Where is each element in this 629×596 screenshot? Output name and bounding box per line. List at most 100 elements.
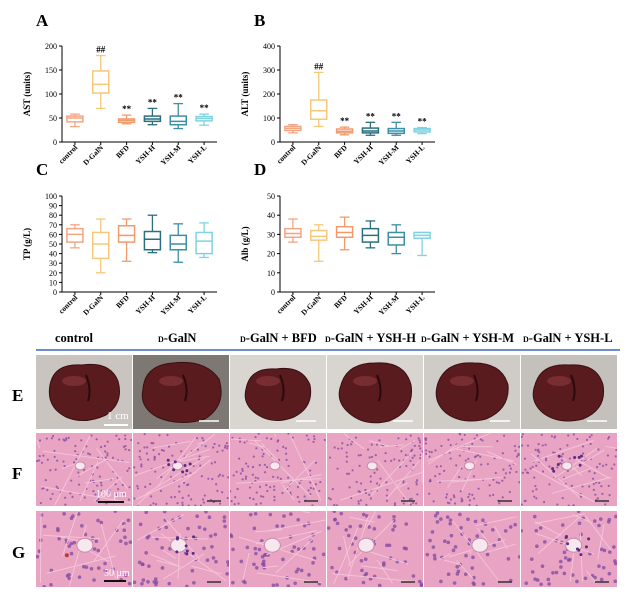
nucleus (568, 557, 572, 562)
nucleus (313, 437, 316, 441)
central-vein (366, 461, 378, 471)
nucleus (266, 489, 269, 493)
x-tick-label: YSH-M (159, 293, 183, 317)
he-100um-panel-1 (36, 433, 132, 506)
box-control (66, 115, 84, 123)
nucleus (374, 453, 377, 457)
nucleus (282, 514, 286, 518)
sinusoid (475, 516, 517, 527)
nucleus (524, 468, 527, 471)
nucleus (419, 584, 423, 587)
nucleus (259, 502, 262, 505)
sinusoid (597, 524, 605, 560)
nucleus (181, 496, 184, 499)
sinusoid (439, 553, 451, 561)
nucleus (598, 481, 601, 485)
nucleus (475, 534, 480, 538)
nucleus (344, 576, 348, 581)
nucleus (252, 526, 257, 531)
y-tick-label: 0 (271, 138, 275, 147)
nucleus (503, 476, 506, 479)
y-tick-label: 10 (49, 278, 57, 287)
nucleus (159, 489, 163, 492)
nucleus (36, 459, 39, 463)
nucleus (613, 579, 617, 584)
nucleus (312, 487, 315, 490)
nucleus (96, 548, 101, 553)
nucleus (143, 433, 146, 436)
nucleus (431, 545, 436, 549)
sinusoid (342, 535, 352, 567)
x-tick-label: YSH-L (186, 143, 209, 166)
nucleus (144, 511, 149, 515)
nucleus (513, 522, 517, 527)
nucleus (226, 563, 229, 567)
nucleus (495, 481, 499, 484)
nucleus (233, 503, 236, 506)
box-control (66, 227, 84, 243)
nucleus (492, 493, 495, 497)
sinusoid (100, 523, 117, 579)
nucleus (359, 499, 362, 502)
nucleus (251, 473, 254, 476)
liver-photo-5 (424, 355, 520, 429)
nucleus (481, 439, 484, 442)
nucleus (526, 471, 530, 474)
nucleus (350, 443, 353, 446)
nucleus (445, 496, 448, 499)
liver-drawing (141, 361, 222, 423)
nucleus (106, 452, 109, 455)
nucleus (458, 475, 461, 479)
sinusoid (493, 525, 508, 550)
nucleus (464, 459, 467, 462)
nucleus (556, 466, 559, 469)
sinusoid (605, 445, 617, 449)
nucleus (64, 496, 67, 499)
nucleus (69, 541, 74, 546)
nucleus (218, 444, 221, 447)
nucleus (221, 474, 224, 477)
nucleus (113, 511, 118, 513)
nucleus (475, 504, 478, 506)
nucleus (130, 438, 132, 442)
nucleus (49, 582, 53, 587)
nucleus (384, 460, 387, 463)
nucleus (550, 435, 554, 438)
nucleus (198, 455, 201, 458)
nucleus (281, 557, 285, 562)
nucleus (277, 439, 280, 442)
nucleus (531, 465, 534, 469)
nucleus (585, 438, 589, 441)
nucleus (262, 495, 265, 498)
nucleus (433, 513, 438, 518)
nucleus (449, 533, 454, 538)
inflammatory-cell (184, 544, 188, 548)
he-100um-panel-5 (424, 433, 520, 506)
nucleus (231, 580, 235, 585)
nucleus (276, 476, 279, 479)
nucleus (521, 433, 524, 436)
nucleus (416, 479, 419, 482)
x-tick-label: BFD (114, 293, 131, 310)
nucleus (554, 570, 559, 575)
sinusoid (133, 448, 211, 477)
nucleus (515, 455, 519, 458)
nucleus (252, 497, 255, 501)
nucleus (207, 515, 212, 519)
nucleus (108, 489, 111, 492)
nucleus (123, 535, 127, 540)
sinusoid (180, 459, 212, 484)
liver-lobe (532, 364, 605, 422)
header-dgaln-ysh-l: D-GalN + YSH-L (523, 331, 613, 345)
nucleus (77, 471, 80, 474)
nucleus (296, 547, 301, 551)
nucleus (581, 485, 584, 488)
nucleus (398, 459, 401, 462)
nucleus (205, 558, 210, 562)
nucleus (415, 483, 418, 486)
nucleus (213, 442, 216, 446)
nucleus (588, 470, 591, 473)
central-vein (471, 537, 489, 553)
nucleus (570, 573, 575, 577)
nucleus (328, 456, 332, 459)
